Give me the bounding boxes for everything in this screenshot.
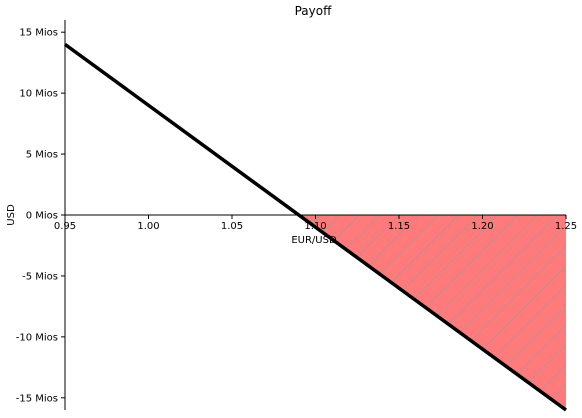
x-tick-label: 1.20	[471, 221, 493, 232]
payoff-line	[63, 42, 568, 412]
y-tick-label: 15 Mios	[19, 28, 58, 39]
x-axis-label: EUR/USD	[291, 235, 337, 246]
x-tick-label: 1.00	[137, 221, 159, 232]
y-tick-label: 10 Mios	[19, 89, 58, 100]
x-tick-label: 1.15	[388, 221, 410, 232]
x-tick-label: 1.25	[555, 221, 577, 232]
y-tick-label: -10 Mios	[16, 332, 58, 343]
y-tick-label: 5 Mios	[26, 150, 58, 161]
series-layer	[63, 42, 568, 412]
x-tick-label: 1.05	[221, 221, 243, 232]
y-tick-label: 0 Mios	[26, 211, 58, 222]
x-tick-label: 0.95	[54, 221, 76, 232]
y-tick-label: -15 Mios	[16, 393, 58, 404]
chart-title: Payoff	[295, 4, 332, 18]
y-axis-label: USD	[6, 204, 17, 226]
y-tick-label: -5 Mios	[22, 271, 58, 282]
